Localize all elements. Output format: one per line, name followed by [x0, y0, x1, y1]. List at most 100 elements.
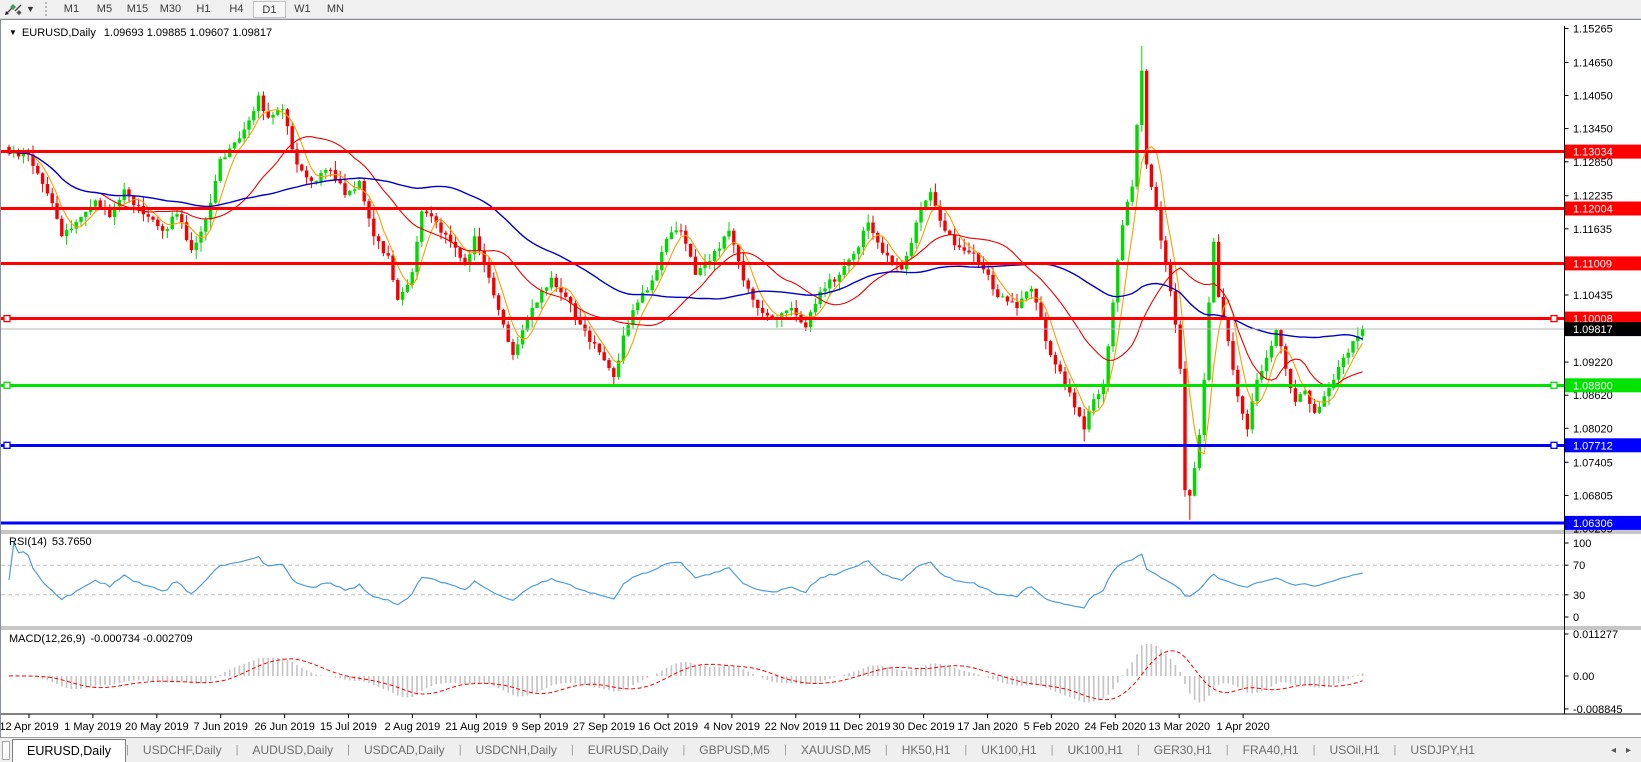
tab-bar-grip[interactable] — [2, 741, 10, 760]
macd-values: -0.000734 -0.002709 — [90, 633, 193, 645]
svg-text:1.12850: 1.12850 — [1573, 157, 1613, 169]
timeframe-m1[interactable]: M1 — [63, 2, 80, 15]
timeframe-m5[interactable]: M5 — [96, 2, 113, 15]
tab-separator: | — [1393, 744, 1397, 756]
tab-separator: | — [126, 744, 129, 756]
current-price-badge: 1.09817 — [1565, 322, 1641, 337]
tab-hk50-h1[interactable]: HK50,H1 — [901, 743, 951, 757]
tab-usdcad-daily[interactable]: USDCAD,Daily — [364, 743, 445, 757]
svg-text:15 Jul 2019: 15 Jul 2019 — [320, 721, 377, 733]
tab-scroll-arrows: ◂ ▸ — [1611, 738, 1641, 762]
hline-handle[interactable] — [3, 314, 11, 323]
toolbar-dropdown-caret[interactable]: ▼ — [26, 4, 35, 14]
timeframe-mn[interactable]: MN — [326, 2, 344, 15]
chart-tab-bar: EURUSD,Daily | USDCHF,Daily | AUDUSD,Daily | U… — [0, 737, 1641, 762]
svg-text:21 Aug 2019: 21 Aug 2019 — [445, 721, 507, 733]
svg-text:26 Jun 2019: 26 Jun 2019 — [254, 721, 315, 733]
tab-xauusd-m5[interactable]: XAUUSD,M5 — [800, 743, 871, 757]
macd-name: MACD(12,26,9) — [9, 633, 86, 645]
price-badge-1-11009: 1.11009 — [1565, 256, 1641, 271]
hline-handle[interactable] — [3, 441, 11, 449]
tab-scroll-left-icon[interactable]: ◂ — [1610, 744, 1616, 756]
chart-canvas[interactable]: 1.15265 1.14650 1.14050 1.13450 1.12850 1.122… — [0, 20, 1641, 737]
tab-separator: | — [235, 744, 239, 756]
svg-text:9 Sep 2019: 9 Sep 2019 — [512, 721, 568, 733]
tab-separator: | — [1050, 744, 1054, 756]
tab-separator: | — [1225, 744, 1229, 756]
svg-text:1 Apr 2020: 1 Apr 2020 — [1216, 721, 1269, 733]
svg-text:22 Nov 2019: 22 Nov 2019 — [765, 721, 827, 733]
svg-text:1.08620: 1.08620 — [1573, 390, 1613, 402]
tab-eurusd-daily[interactable]: EURUSD,Daily — [587, 743, 669, 757]
rsi-level-lines — [1, 564, 1565, 596]
timeframe-m15[interactable]: M15 — [126, 2, 149, 15]
time-axis-labels: 12 Apr 2019 1 May 2019 20 May 2019 7 Jun 20… — [0, 714, 1270, 733]
svg-text:1.08800: 1.08800 — [1573, 380, 1613, 392]
svg-text:1.12235: 1.12235 — [1573, 191, 1613, 203]
tab-usoil-h1[interactable]: USOil,H1 — [1329, 743, 1380, 757]
svg-text:1.13034: 1.13034 — [1573, 147, 1613, 159]
tab-separator: | — [964, 744, 968, 756]
tab-audusd-daily[interactable]: AUDUSD,Daily — [252, 743, 334, 757]
tab-eurusd-daily[interactable]: EURUSD,Daily — [12, 739, 127, 762]
timeframe-h1[interactable]: H1 — [196, 2, 211, 15]
ma-slow-line — [8, 151, 1363, 340]
tab-uk100-h1[interactable]: UK100,H1 — [1067, 743, 1123, 757]
timeframe-d1[interactable]: D1 — [252, 0, 286, 18]
top-toolbar: ▼ M1 M5 M15 M30 H1 H4 D1 W1 MN — [0, 0, 1641, 19]
svg-text:11 Dec 2019: 11 Dec 2019 — [829, 721, 891, 733]
price-badge-1-06306: 1.06306 — [1565, 515, 1641, 530]
hline-handle[interactable] — [1550, 381, 1558, 389]
macd-signal-line — [8, 650, 1363, 701]
toolbar-grip[interactable] — [44, 2, 47, 16]
svg-text:-0.008845: -0.008845 — [1573, 704, 1623, 716]
tab-ger30-h1[interactable]: GER30,H1 — [1153, 743, 1212, 757]
hline-handle[interactable] — [1550, 441, 1558, 449]
hline-handle[interactable] — [3, 381, 11, 389]
tab-scroll-right-icon[interactable]: ▸ — [1625, 744, 1631, 756]
rsi-axis: 100 70 30 0 — [1564, 531, 1591, 627]
svg-text:1.11009: 1.11009 — [1573, 258, 1612, 270]
tab-separator: | — [570, 744, 574, 756]
chart-background — [1, 20, 1641, 737]
tab-gbpusd-m5[interactable]: GBPUSD,M5 — [699, 743, 770, 757]
tab-fra40-h1[interactable]: FRA40,H1 — [1242, 743, 1299, 757]
price-badge-1-08800: 1.08800 — [1565, 378, 1641, 393]
tab-usdchf-daily[interactable]: USDCHF,Daily — [142, 743, 222, 757]
svg-text:20 May 2019: 20 May 2019 — [125, 721, 189, 733]
svg-text:1.15265: 1.15265 — [1573, 24, 1613, 36]
svg-text:5 Feb 2020: 5 Feb 2020 — [1024, 721, 1080, 733]
symbol-dropdown-icon[interactable]: ▼ — [9, 28, 17, 37]
rsi-line — [8, 540, 1363, 609]
chart-ohlc-values: 1.09693 1.09885 1.09607 1.09817 — [103, 27, 273, 39]
svg-text:17 Jan 2020: 17 Jan 2020 — [957, 721, 1018, 733]
svg-text:1.06805: 1.06805 — [1573, 490, 1613, 502]
macd-histogram — [32, 643, 1364, 703]
svg-text:1.12004: 1.12004 — [1573, 204, 1613, 216]
timeframe-h4[interactable]: H4 — [229, 2, 244, 15]
tabs-holder: EURUSD,Daily | USDCHF,Daily | AUDUSD,Daily | U… — [12, 738, 1489, 762]
price-badge-1-13034: 1.13034 — [1565, 144, 1641, 159]
panel-dividers[interactable] — [1, 530, 1641, 630]
svg-text:1.08020: 1.08020 — [1573, 423, 1613, 435]
svg-text:0.011277: 0.011277 — [1573, 629, 1618, 641]
timeframe-m30[interactable]: M30 — [159, 2, 182, 15]
horizontal-lines — [1, 150, 1565, 525]
svg-text:100: 100 — [1573, 538, 1591, 550]
svg-text:12 Apr 2019: 12 Apr 2019 — [1, 721, 59, 733]
svg-text:4 Nov 2019: 4 Nov 2019 — [704, 721, 760, 733]
price-badge-1-07712: 1.07712 — [1565, 438, 1641, 453]
tab-separator: | — [682, 744, 686, 756]
tab-usdcnh-daily[interactable]: USDCNH,Daily — [475, 743, 557, 757]
svg-text:24 Feb 2020: 24 Feb 2020 — [1084, 721, 1146, 733]
tab-uk100-h1[interactable]: UK100,H1 — [981, 743, 1037, 757]
tab-separator: | — [783, 744, 787, 756]
chart-style-icon[interactable] — [4, 2, 24, 17]
tab-usdjpy-h1[interactable]: USDJPY,H1 — [1410, 743, 1475, 757]
hline-handle[interactable] — [1550, 314, 1558, 323]
svg-text:70: 70 — [1573, 560, 1585, 572]
svg-text:0.00: 0.00 — [1573, 671, 1594, 683]
timeframe-w1[interactable]: W1 — [294, 2, 311, 15]
rsi-value: 53.7650 — [51, 536, 92, 548]
chart-window: 1.15265 1.14650 1.14050 1.13450 1.12850 1.122… — [0, 19, 1641, 737]
